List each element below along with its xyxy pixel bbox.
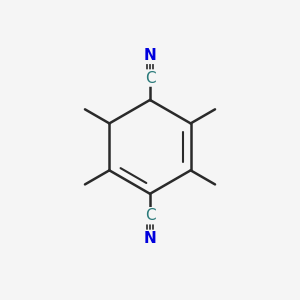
Text: N: N xyxy=(144,48,156,63)
Text: N: N xyxy=(144,231,156,246)
Text: C: C xyxy=(145,208,155,223)
Text: C: C xyxy=(145,70,155,86)
